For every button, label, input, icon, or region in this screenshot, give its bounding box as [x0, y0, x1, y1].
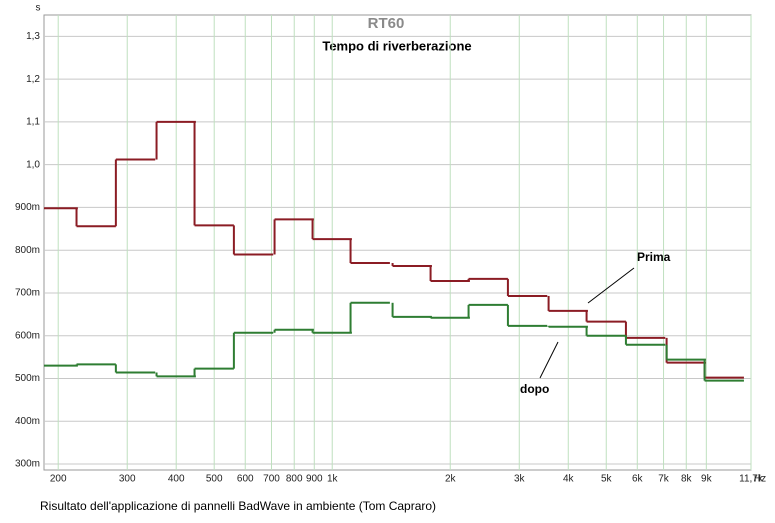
y-tick-label: 700m [15, 288, 40, 299]
x-tick-label: 4k [563, 474, 575, 485]
y-tick-label: 600m [15, 330, 40, 341]
x-tick-label: 500 [206, 474, 223, 485]
y-tick-label: 400m [15, 416, 40, 427]
x-tick-label: 3k [514, 474, 526, 485]
y-tick-label: 800m [15, 245, 40, 256]
caption: Risultato dell'applicazione di pannelli … [40, 499, 436, 513]
annotation-line [587, 267, 635, 304]
x-tick-label: 2k [445, 474, 457, 485]
x-tick-label: 900 [306, 474, 323, 485]
x-unit: Hz [754, 474, 766, 485]
y-tick-label: 500m [15, 373, 40, 384]
y-tick-label: 1,3 [26, 31, 40, 42]
y-tick-label: 1,2 [26, 74, 40, 85]
x-tick-label: 8k [681, 474, 693, 485]
chart-title: RT60 [368, 15, 405, 32]
x-tick-label: 7k [658, 474, 670, 485]
annotation-line [539, 341, 559, 379]
x-tick-label: 5k [601, 474, 613, 485]
y-tick-label: 1,1 [26, 117, 40, 128]
x-tick-label: 600 [237, 474, 254, 485]
x-tick-label: 11,7k [739, 474, 764, 485]
series-label: Prima [637, 250, 671, 264]
series-label: dopo [520, 382, 549, 396]
x-tick-label: 6k [632, 474, 644, 485]
y-tick-label: 1,0 [26, 159, 40, 170]
x-tick-label: 300 [119, 474, 136, 485]
x-tick-label: 1k [327, 474, 339, 485]
x-tick-label: 200 [50, 474, 67, 485]
plot-area [43, 14, 752, 471]
y-unit: s [36, 3, 41, 14]
x-tick-label: 9k [701, 474, 713, 485]
x-tick-label: 400 [168, 474, 185, 485]
chart-subtitle: Tempo di riverberazione [322, 38, 471, 53]
y-tick-label: 900m [15, 202, 40, 213]
y-tick-label: 300m [15, 459, 40, 470]
x-tick-label: 700 [263, 474, 280, 485]
x-tick-label: 800 [286, 474, 303, 485]
